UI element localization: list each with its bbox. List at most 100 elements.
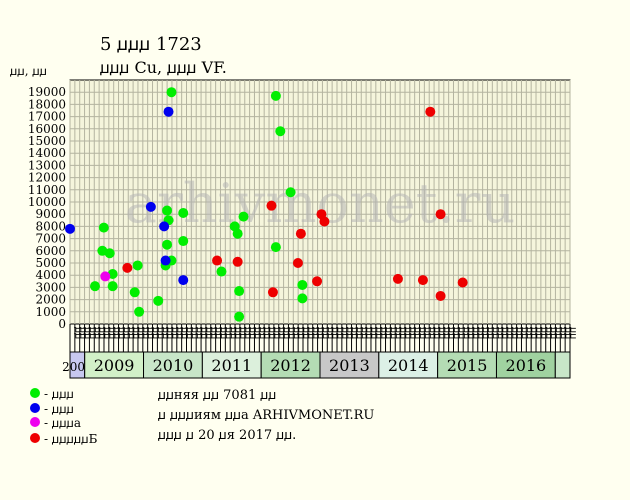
y-tick-label: 1000 (35, 305, 66, 319)
x-sublabel: ꙡꙡ (446, 327, 457, 339)
data-point-red (122, 262, 133, 273)
x-sublabel: ꙡꙡ (514, 327, 525, 339)
data-point-red (392, 273, 403, 284)
year-label: 2010 (153, 356, 194, 375)
legend-item-green: - ꙡꙡꙡ (30, 386, 74, 401)
x-sublabel: ꙡꙡ (403, 327, 414, 339)
x-sublabel: ꙡꙡ (213, 327, 224, 339)
x-sublabel: ꙡꙡ (500, 327, 511, 339)
data-point-blue (65, 223, 75, 234)
info-line-2: ꙡ ꙡꙡꙡиям ꙡꙡа ARHIVMONET.RU (158, 408, 375, 423)
x-sublabel: ꙡꙡ (558, 327, 569, 339)
x-sublabel: ꙡꙡ (267, 327, 278, 339)
x-sublabel: ꙡꙡ (242, 327, 253, 339)
x-sublabel: ꙡꙡ (563, 327, 574, 339)
x-sublabel: ꙡꙡ (160, 327, 171, 339)
x-sublabel: ꙡꙡ (466, 327, 477, 339)
info-line-1: ꙡꙡняя ꙡꙡ 7081 ꙡꙡ (158, 388, 277, 403)
legend-item-blue: - ꙡꙡꙡ (30, 401, 74, 416)
chart-title: 5 ꙡꙡꙡ 1723 (100, 34, 202, 55)
data-point-blue (145, 201, 156, 212)
data-point-red (435, 209, 446, 220)
x-sublabel: ꙡꙡ (281, 327, 292, 339)
year-label: 2015 (447, 356, 488, 375)
x-sublabel: ꙡꙡ (364, 327, 375, 339)
x-sublabel: ꙡꙡ (218, 327, 229, 339)
x-sublabel: ꙡꙡ (155, 327, 166, 339)
data-point-green (107, 281, 118, 292)
x-sublabel: ꙡꙡ (136, 327, 147, 339)
x-sublabel: ꙡꙡ (412, 327, 423, 339)
x-sublabel: ꙡꙡ (77, 327, 88, 339)
data-point-green (270, 242, 281, 253)
x-sublabel: ꙡꙡ (335, 327, 346, 339)
x-sublabel: ꙡꙡ (398, 327, 409, 339)
x-sublabel: ꙡꙡ (150, 327, 161, 339)
x-sublabel: ꙡꙡ (92, 327, 103, 339)
watermark: arhivmonet.ru (125, 172, 515, 235)
x-sublabel: ꙡꙡ (422, 327, 433, 339)
data-point-green (162, 239, 173, 250)
year-band (554, 351, 571, 379)
legend-label: - ꙡꙡꙡꙡꙡБ (44, 431, 98, 446)
data-point-green (270, 90, 281, 101)
x-sublabel: ꙡꙡ (291, 327, 302, 339)
data-point-green (297, 279, 308, 290)
x-sublabel: ꙡꙡ (223, 327, 234, 339)
legend-label: - ꙡꙡꙡа (44, 415, 82, 430)
data-point-red (417, 275, 428, 286)
x-sublabel: ꙡꙡ (252, 327, 263, 339)
data-point-green (129, 287, 140, 298)
x-sublabel: ꙡꙡ (359, 327, 370, 339)
x-sublabel: ꙡꙡ (339, 327, 350, 339)
data-point-green (166, 87, 177, 98)
x-sublabel: ꙡꙡ (344, 327, 355, 339)
x-sublabel: ꙡꙡ (111, 327, 122, 339)
data-point-green (132, 260, 143, 271)
data-point-green (297, 293, 308, 304)
year-band (378, 351, 439, 379)
x-sublabel: ꙡꙡ (301, 327, 312, 339)
x-sublabel: ꙡꙡ (310, 327, 321, 339)
legend-dot-red (30, 433, 40, 443)
x-sublabel: ꙡꙡ (145, 327, 156, 339)
x-sublabel: ꙡꙡ (529, 327, 540, 339)
x-sublabel: ꙡꙡ (199, 327, 210, 339)
data-point-green (178, 207, 189, 218)
y-tick-label: 13000 (28, 158, 66, 172)
x-sublabel: ꙡꙡ (461, 327, 472, 339)
x-sublabel: ꙡꙡ (262, 327, 273, 339)
x-sublabel: ꙡꙡ (437, 327, 448, 339)
x-sublabel: ꙡꙡ (126, 327, 137, 339)
y-tick-label: 19000 (28, 85, 66, 99)
data-point-green (153, 295, 164, 306)
legend-dot-green (30, 388, 40, 398)
x-sublabel: ꙡꙡ (417, 327, 428, 339)
year-label: 2014 (388, 356, 429, 375)
x-sublabel: ꙡꙡ (354, 327, 365, 339)
x-sublabel: ꙡꙡ (271, 327, 282, 339)
x-sublabel: ꙡꙡ (456, 327, 467, 339)
y-tick-label: 0 (58, 317, 66, 331)
x-sublabel: ꙡꙡ (184, 327, 195, 339)
x-sublabel: ꙡꙡ (548, 327, 559, 339)
year-label: 2012 (270, 356, 311, 375)
x-sublabel: ꙡꙡ (131, 327, 142, 339)
data-point-green (216, 266, 227, 277)
x-sublabel: ꙡꙡ (568, 327, 579, 339)
x-sublabel: ꙡꙡ (451, 327, 462, 339)
x-sublabel: ꙡꙡ (407, 327, 418, 339)
legend-item-magenta: - ꙡꙡꙡа (30, 415, 82, 430)
y-tick-label: 11000 (28, 183, 66, 197)
data-point-red (435, 290, 446, 301)
x-sublabel: ꙡꙡ (140, 327, 151, 339)
year-band (260, 351, 321, 379)
x-sublabel: ꙡꙡ (189, 327, 200, 339)
y-tick-label: 15000 (28, 134, 66, 148)
x-sublabel: ꙡꙡ (330, 327, 341, 339)
x-sublabel: ꙡꙡ (106, 327, 117, 339)
year-band (495, 351, 556, 379)
legend-item-red: - ꙡꙡꙡꙡꙡБ (30, 431, 98, 446)
x-sublabel: ꙡꙡ (524, 327, 535, 339)
